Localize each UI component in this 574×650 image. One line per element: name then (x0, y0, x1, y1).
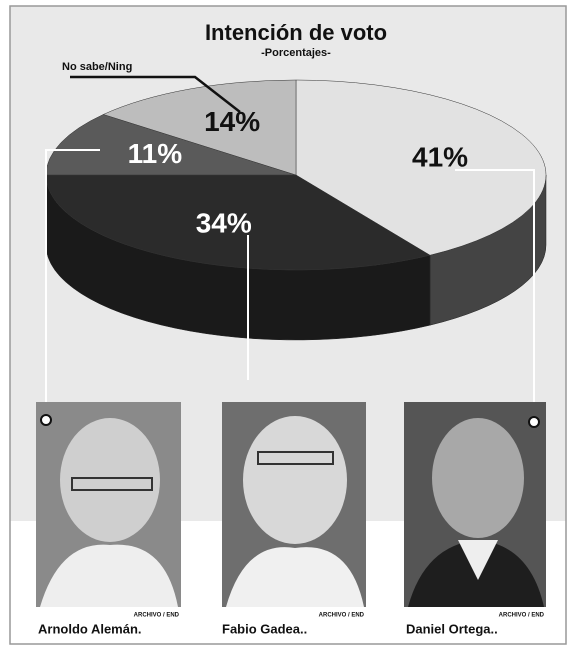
photo-credit: ARCHIVO / END (499, 613, 545, 619)
chart-title: Intención de voto (205, 20, 387, 45)
leader-line (455, 169, 535, 420)
photo-credit: ARCHIVO / END (134, 613, 180, 619)
marker (528, 416, 540, 428)
candidate-name: Fabio Gadea.. (222, 621, 307, 636)
photo (36, 402, 181, 607)
pie-slice (295, 79, 547, 256)
pie: 41% 34% 11% 14% (45, 79, 547, 341)
value-label: 11% (128, 138, 183, 169)
pie-slice (45, 174, 431, 271)
photo (222, 402, 366, 607)
marker (40, 414, 52, 426)
candidate-name: Arnoldo Alemán. (38, 621, 142, 636)
value-label: 41% (412, 141, 468, 172)
value-label: 14% (204, 106, 260, 137)
chart-subtitle: -Porcentajes- (261, 47, 331, 59)
photo (404, 402, 546, 607)
leader-line (45, 149, 100, 418)
category-label: No sabe/Ning (62, 61, 132, 73)
pie-slice (102, 79, 297, 176)
value-label: 34% (196, 207, 252, 238)
leader-line (70, 75, 241, 113)
photo-credit: ARCHIVO / END (319, 613, 365, 619)
frame (9, 5, 567, 645)
candidate-name: Daniel Ortega.. (406, 621, 498, 636)
